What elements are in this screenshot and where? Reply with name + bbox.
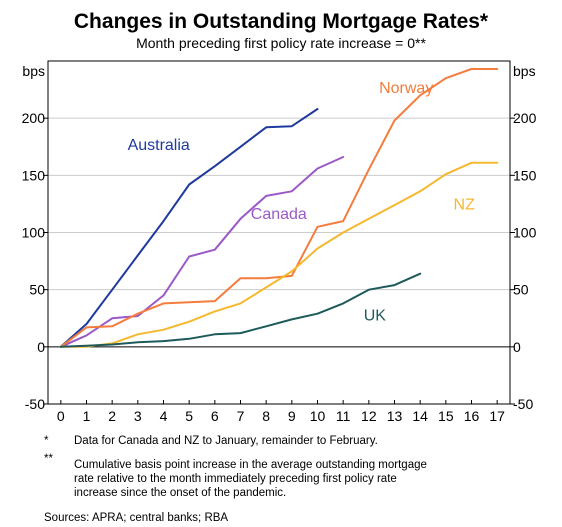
note-marker-1: * — [44, 435, 49, 447]
series-line-australia — [59, 108, 319, 348]
series-line-uk — [59, 272, 422, 348]
y-tick-label-right: 200 — [513, 110, 537, 126]
note-marker-2: ** — [44, 453, 53, 465]
series-label-australia: Australia — [128, 137, 190, 154]
x-tick-label: 11 — [336, 408, 351, 424]
y-tick-label-left: 100 — [22, 225, 46, 241]
x-tick-label: 0 — [57, 408, 65, 424]
note-text-2: Cumulative basis point increase in the a… — [74, 459, 427, 499]
series-group — [59, 68, 499, 348]
y-tick-label-right: 50 — [513, 282, 529, 298]
x-tick-label: 1 — [83, 408, 91, 424]
series-line-nz — [59, 161, 499, 348]
y-tick-label-left: 50 — [29, 282, 45, 298]
notes: * Data for Canada and NZ to January, rem… — [44, 435, 427, 524]
y-tick-label-right: 100 — [513, 225, 537, 241]
x-tick-label: 3 — [134, 408, 142, 424]
note-text-1: Data for Canada and NZ to January, remai… — [74, 435, 378, 447]
y-axis-label-left: bps — [22, 63, 45, 79]
series-label-uk: UK — [364, 308, 387, 325]
x-tick-label: 14 — [412, 408, 428, 424]
series-labels: Australia Canada Norway NZ UK — [128, 80, 476, 325]
x-tick-label: 7 — [237, 408, 245, 424]
sources: Sources: APRA; central banks; RBA — [44, 512, 228, 524]
y-tick-label-right: 150 — [513, 167, 537, 183]
series-line-canada — [59, 156, 345, 348]
x-tick-label: 12 — [361, 408, 377, 424]
x-tick-label: 2 — [108, 408, 116, 424]
x-tick-label: 8 — [262, 408, 270, 424]
x-tick-label: 5 — [185, 408, 193, 424]
series-label-norway: Norway — [379, 80, 433, 97]
x-tick-label: 13 — [387, 408, 403, 424]
chart-subtitle: Month preceding first policy rate increa… — [136, 35, 426, 51]
y-tick-label-left: -50 — [25, 396, 45, 412]
y-tick-label-right: -50 — [513, 396, 533, 412]
series-line-norway — [59, 68, 499, 348]
series-label-nz: NZ — [454, 197, 476, 214]
x-tick-label: 10 — [310, 408, 326, 424]
y-tick-label-left: 150 — [22, 167, 46, 183]
chart-title: Changes in Outstanding Mortgage Rates* — [74, 10, 489, 33]
gridlines — [48, 117, 510, 348]
x-tick-label: 9 — [288, 408, 296, 424]
x-tick-label: 15 — [438, 408, 454, 424]
x-tick-label: 4 — [160, 408, 168, 424]
y-axis-label-right: bps — [513, 63, 536, 79]
y-tick-label-left: 200 — [22, 110, 46, 126]
x-tick-label: 17 — [489, 408, 505, 424]
y-tick-label-left: 0 — [37, 339, 45, 355]
x-tick-label: 6 — [211, 408, 219, 424]
series-label-canada: Canada — [251, 206, 307, 223]
x-tick-label: 16 — [464, 408, 480, 424]
y-tick-label-right: 0 — [513, 339, 521, 355]
